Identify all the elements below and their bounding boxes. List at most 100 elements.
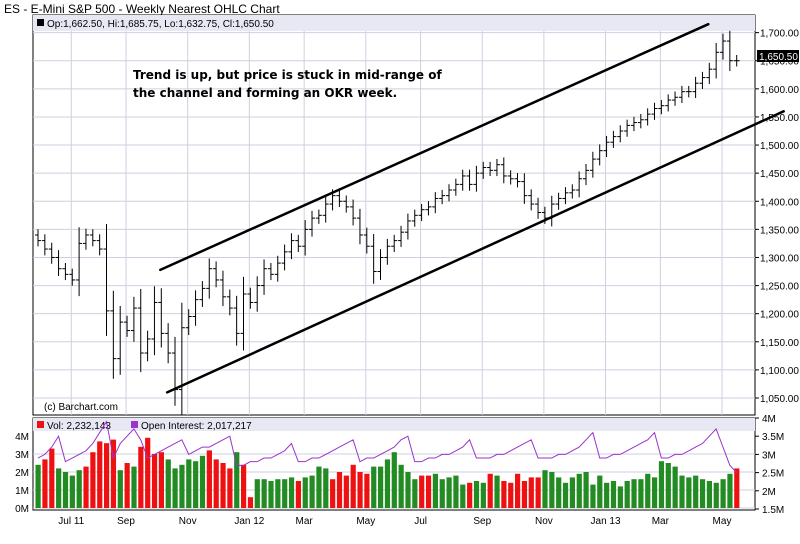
ohlc-bar: [172, 336, 178, 406]
volume-bar: [391, 452, 397, 508]
volume-bar: [713, 482, 719, 508]
upper-channel-line: [159, 22, 710, 272]
volume-bar: [583, 472, 589, 508]
price-legend-band: [33, 15, 755, 31]
volume-bar: [439, 479, 445, 508]
ohlc-bar: [55, 250, 62, 277]
ohlc-series: [35, 30, 740, 415]
ohlc-bar: [500, 157, 507, 184]
ohlc-bar: [507, 170, 514, 185]
ohlc-bar: [713, 43, 720, 79]
volume-bar: [83, 466, 89, 508]
chart-title: ES - E-Mini S&P 500 - Weekly Nearest OHL…: [4, 2, 280, 16]
ohlc-bar: [281, 244, 288, 271]
ohlc-bar: [439, 189, 446, 205]
open-interest-readout: Open Interest: 2,017,217: [141, 421, 252, 432]
volume-bar: [425, 475, 432, 508]
ohlc-bar: [336, 189, 343, 207]
volume-bar: [227, 468, 233, 508]
ohlc-bar: [82, 228, 89, 250]
volume-bar: [699, 479, 706, 508]
time-axis: Jul 11 Sep Nov Jan 12 Mar May Jul Sep Nov Jan 13 M…: [58, 516, 731, 527]
oi-tick-label: 4M: [762, 414, 776, 425]
trend-channel: [159, 22, 785, 394]
ohlc-bar: [487, 161, 494, 177]
volume-bar: [302, 477, 308, 508]
ohlc-bar: [206, 258, 213, 299]
volume-bar: [610, 481, 617, 508]
oi-tick-label: 2.5M: [762, 469, 784, 480]
volume-bar: [473, 481, 480, 508]
ohlc-bar: [555, 192, 562, 210]
volume-bar: [295, 481, 301, 508]
volume-bar: [652, 477, 658, 508]
volume-bar: [97, 441, 103, 508]
price-tick-label: 1,550.00: [760, 113, 799, 124]
ohlc-bar: [274, 255, 281, 282]
volume-bar: [288, 477, 295, 508]
volume-bar: [494, 475, 500, 508]
annotation-line-2: the channel and forming an OKR week.: [133, 86, 397, 100]
volume-bar: [378, 466, 384, 508]
volume-bar: [35, 464, 41, 508]
volume-bar: [419, 475, 425, 508]
volume-readout: Vol: 2,232,143: [47, 421, 111, 432]
volume-bar: [679, 475, 685, 508]
ohlc-bar: [302, 220, 309, 256]
volume-bar: [467, 482, 473, 508]
ohlc-bar: [535, 197, 542, 219]
ohlc-bar: [315, 209, 322, 224]
ohlc-bar: [548, 195, 555, 227]
ohlc-bar: [528, 189, 535, 211]
volume-bar: [480, 482, 486, 508]
ohlc-bar: [96, 234, 103, 256]
volume-bar: [508, 482, 514, 508]
price-tick-label: 1,200.00: [760, 310, 799, 321]
ohlc-bar: [391, 234, 398, 252]
ohlc-bar: [692, 76, 699, 98]
volume-bar: [576, 473, 582, 508]
ohlc-bar: [583, 164, 589, 186]
volume-bar: [706, 481, 712, 508]
ohlc-bar: [110, 290, 117, 379]
volume-bar: [49, 448, 55, 508]
annotation-line-1: Trend is up, but price is stuck in mid-r…: [133, 68, 442, 82]
volume-bar: [309, 475, 315, 508]
volume-bar: [720, 479, 726, 508]
volume-bar: [151, 454, 158, 508]
time-tick-label: May: [713, 516, 732, 527]
oi-tick-label: 3M: [762, 450, 776, 461]
ohlc-bar: [672, 91, 679, 106]
ohlc-bar: [48, 242, 55, 264]
volume-tick-label: 1M: [15, 486, 29, 497]
lower-channel-line: [165, 110, 785, 394]
ohlc-bar: [541, 206, 548, 224]
ohlc-bar: [596, 144, 603, 166]
volume-bar: [590, 484, 596, 508]
volume-bar: [268, 481, 274, 508]
price-axis: 1,700.00 1,650.00 1,600.00 1,550.00 1,500.00…: [755, 29, 799, 405]
volume-bar: [693, 475, 699, 508]
ohlc-bar: [521, 173, 528, 204]
oi-tick-label: 2M: [762, 487, 776, 498]
volume-bar: [535, 477, 541, 508]
ohlc-bar: [89, 229, 96, 247]
volume-bar: [384, 459, 391, 508]
ohlc-bar: [452, 178, 459, 196]
volume-bar: [645, 473, 651, 508]
ohlc-bar: [466, 169, 473, 191]
volume-bar: [316, 466, 322, 508]
ohlc-bar: [144, 330, 151, 362]
time-tick-label: Sep: [117, 516, 135, 527]
volume-bar: [515, 473, 521, 508]
ohlc-bar: [658, 99, 665, 115]
ohlc-bar: [480, 161, 487, 179]
ohlc-bar: [665, 94, 672, 112]
ohlc-bar: [233, 295, 240, 346]
time-tick-label: May: [356, 516, 375, 527]
volume-bar: [179, 464, 185, 508]
time-tick-label: Mar: [652, 516, 670, 527]
oi-tick-label: 3.5M: [762, 432, 784, 443]
ohlc-readout: Op:1,662.50, Hi:1,685.75, Lo:1,632.75, C…: [47, 19, 274, 30]
ohlc-bar: [411, 209, 418, 227]
